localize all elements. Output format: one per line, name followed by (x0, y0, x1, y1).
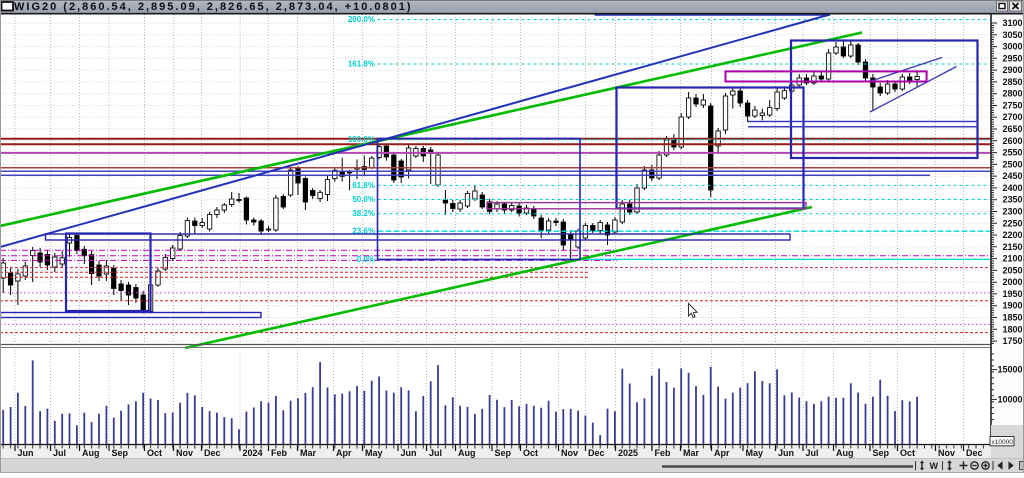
svg-text:2600: 2600 (1002, 136, 1022, 146)
svg-text:Mar: Mar (683, 448, 700, 458)
svg-text:Aug: Aug (458, 448, 476, 458)
svg-text:2400: 2400 (1002, 183, 1022, 193)
svg-text:2750: 2750 (1002, 101, 1022, 111)
svg-text:2050: 2050 (1002, 265, 1022, 275)
svg-text:2025: 2025 (618, 448, 638, 458)
svg-text:2650: 2650 (1002, 124, 1022, 134)
svg-text:3000: 3000 (1002, 42, 1022, 52)
svg-text:2550: 2550 (1002, 148, 1022, 158)
svg-text:2800: 2800 (1002, 89, 1022, 99)
svg-text:Jul: Jul (53, 448, 66, 458)
svg-text:61.8%: 61.8% (352, 181, 375, 190)
svg-text:161.8%: 161.8% (348, 60, 375, 69)
svg-text:38.2%: 38.2% (352, 209, 375, 218)
svg-text:Jul: Jul (806, 448, 819, 458)
svg-text:Nov: Nov (176, 448, 193, 458)
svg-text:Sep: Sep (873, 448, 890, 458)
svg-text:Oct: Oct (523, 448, 538, 458)
svg-text:2350: 2350 (1002, 195, 1022, 205)
svg-text:May: May (746, 448, 764, 458)
svg-text:2100: 2100 (1002, 254, 1022, 264)
svg-text:1800: 1800 (1002, 324, 1022, 334)
svg-text:2900: 2900 (1002, 65, 1022, 75)
svg-text:Jun: Jun (401, 448, 417, 458)
svg-text:1750: 1750 (1002, 336, 1022, 346)
svg-text:Jun: Jun (18, 448, 34, 458)
svg-text:2700: 2700 (1002, 112, 1022, 122)
svg-text:Feb: Feb (271, 448, 288, 458)
svg-text:Aug: Aug (82, 448, 100, 458)
svg-text:2024: 2024 (243, 448, 263, 458)
svg-text:Sep: Sep (112, 448, 129, 458)
svg-text:Sep: Sep (495, 448, 512, 458)
svg-text:50.0%: 50.0% (352, 195, 375, 204)
svg-text:Nov: Nov (938, 448, 955, 458)
svg-text:2500: 2500 (1002, 159, 1022, 169)
svg-text:1900: 1900 (1002, 301, 1022, 311)
svg-text:Apr: Apr (336, 448, 352, 458)
svg-text:1850: 1850 (1002, 313, 1022, 323)
svg-text:Mar: Mar (300, 448, 317, 458)
svg-text:1950: 1950 (1002, 289, 1022, 299)
svg-text:Jun: Jun (778, 448, 794, 458)
svg-text:May: May (365, 448, 383, 458)
svg-text:2850: 2850 (1002, 77, 1022, 87)
svg-text:Dec: Dec (204, 448, 221, 458)
svg-text:3050: 3050 (1002, 30, 1022, 40)
svg-text:Apr: Apr (714, 448, 730, 458)
svg-text:Dec: Dec (588, 448, 605, 458)
svg-text:2450: 2450 (1002, 171, 1022, 181)
svg-text:2250: 2250 (1002, 218, 1022, 228)
svg-text:Dec: Dec (966, 448, 983, 458)
svg-text:Oct: Oct (147, 448, 162, 458)
svg-text:2950: 2950 (1002, 53, 1022, 63)
svg-text:Aug: Aug (836, 448, 854, 458)
svg-text:Jul: Jul (429, 448, 442, 458)
svg-text:Nov: Nov (561, 448, 578, 458)
svg-text:2200: 2200 (1002, 230, 1022, 240)
svg-text:200.0%: 200.0% (348, 15, 375, 24)
svg-text:Feb: Feb (655, 448, 672, 458)
svg-text:3100: 3100 (1002, 18, 1022, 28)
svg-text:15000: 15000 (997, 365, 1022, 375)
svg-text:Oct: Oct (900, 448, 915, 458)
svg-text:x10000: x10000 (992, 439, 1014, 446)
svg-text:2300: 2300 (1002, 207, 1022, 217)
svg-text:2000: 2000 (1002, 277, 1022, 287)
svg-text:0.0%: 0.0% (357, 255, 375, 264)
svg-text:W: W (930, 461, 939, 471)
svg-text:2150: 2150 (1002, 242, 1022, 252)
svg-text:WIG20 (2,860.54, 2,895.09, 2,8: WIG20 (2,860.54, 2,895.09, 2,826.65, 2,8… (14, 1, 413, 13)
svg-text:10000: 10000 (997, 394, 1022, 404)
